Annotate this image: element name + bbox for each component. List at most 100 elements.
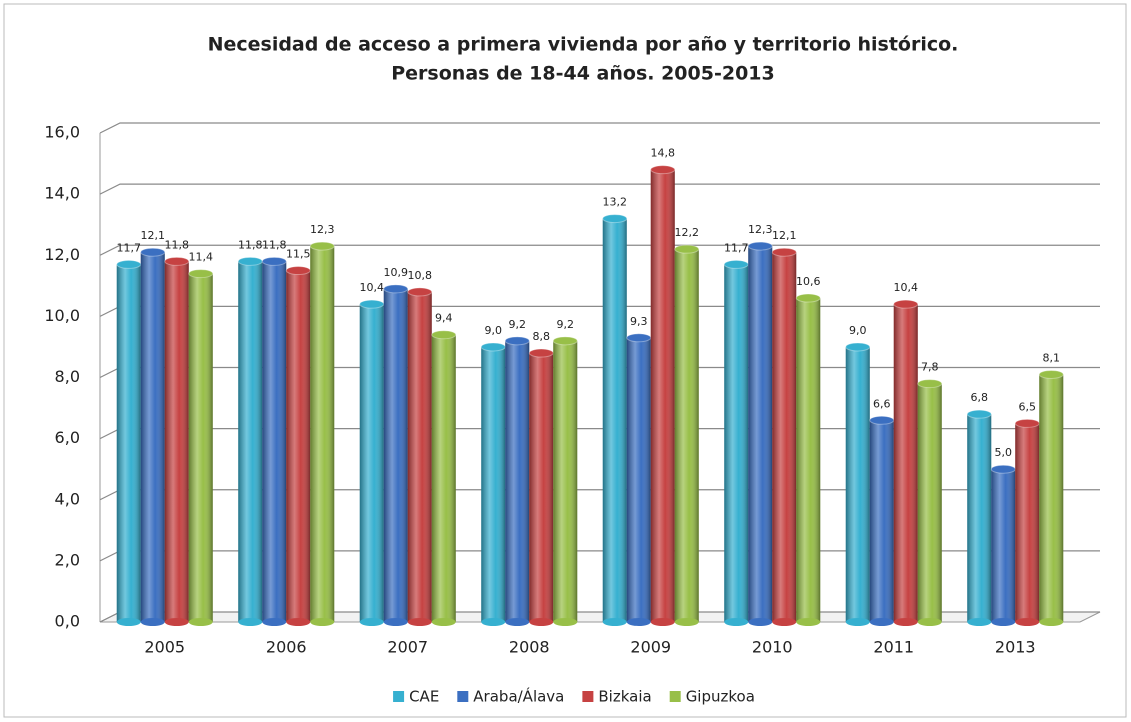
value-label: 11,4 bbox=[189, 251, 214, 264]
y-tick-label: 10,0 bbox=[44, 306, 80, 325]
value-label: 10,6 bbox=[796, 275, 821, 288]
value-label: 6,6 bbox=[873, 397, 891, 410]
bar-shade bbox=[845, 346, 870, 622]
bar-base bbox=[650, 618, 675, 626]
y-tick-label: 2,0 bbox=[55, 550, 80, 569]
bar-base bbox=[188, 618, 213, 626]
legend-swatch bbox=[457, 691, 469, 702]
bar-base bbox=[407, 618, 432, 626]
chart-title: Personas de 18-44 años. 2005-2013 bbox=[391, 63, 775, 85]
bar-base bbox=[967, 618, 992, 626]
bar-cap bbox=[990, 464, 1016, 474]
value-label: 10,4 bbox=[360, 281, 385, 294]
bar-base bbox=[553, 618, 578, 626]
bar-shade bbox=[893, 304, 918, 622]
bar-shade bbox=[359, 304, 384, 622]
value-label: 8,1 bbox=[1043, 351, 1061, 364]
x-tick-label: 2008 bbox=[509, 638, 550, 657]
x-tick-label: 2011 bbox=[873, 638, 914, 657]
value-label: 9,2 bbox=[557, 318, 575, 331]
bar-base bbox=[626, 618, 651, 626]
bar-base bbox=[1039, 618, 1064, 626]
x-tick-label: 2010 bbox=[752, 638, 793, 657]
bar-shade bbox=[1015, 423, 1040, 622]
bar-base bbox=[893, 618, 918, 626]
bar-cap bbox=[966, 409, 992, 419]
bar-cap bbox=[771, 247, 797, 257]
bar-cap bbox=[747, 241, 773, 251]
value-label: 11,8 bbox=[165, 238, 190, 251]
bar-shade bbox=[772, 252, 797, 622]
bar-shade bbox=[796, 298, 821, 622]
grid-line bbox=[99, 183, 1100, 195]
value-label: 12,1 bbox=[772, 229, 797, 242]
bar-base bbox=[869, 618, 894, 626]
legend-swatch bbox=[582, 691, 594, 702]
bar-cap bbox=[116, 259, 142, 269]
value-label: 12,3 bbox=[310, 223, 335, 236]
bar-shade bbox=[1039, 374, 1064, 622]
bar-cap bbox=[309, 241, 335, 251]
bar-cap bbox=[795, 293, 821, 303]
bar-shade bbox=[116, 264, 141, 622]
y-tick-label: 0,0 bbox=[55, 612, 80, 631]
bar-shade bbox=[869, 420, 894, 622]
value-label: 11,7 bbox=[724, 241, 749, 254]
value-label: 8,8 bbox=[533, 330, 551, 343]
bar-base bbox=[845, 618, 870, 626]
bar-shade bbox=[967, 414, 992, 622]
y-tick-label: 14,0 bbox=[44, 184, 80, 203]
bar-shade bbox=[748, 246, 773, 623]
x-tick-label: 2007 bbox=[387, 638, 428, 657]
bar-cap bbox=[602, 214, 628, 224]
value-label: 9,4 bbox=[435, 312, 453, 325]
legend-label: CAE bbox=[409, 688, 439, 706]
grid-line bbox=[99, 244, 1100, 256]
bar-shade bbox=[188, 273, 213, 622]
bar-base bbox=[286, 618, 311, 626]
bar-base bbox=[991, 618, 1016, 626]
bar-shade bbox=[310, 246, 335, 623]
bar-base bbox=[917, 618, 942, 626]
bar-base bbox=[481, 618, 506, 626]
value-label: 9,0 bbox=[849, 324, 867, 337]
value-label: 10,4 bbox=[894, 281, 919, 294]
bar-base bbox=[1015, 618, 1040, 626]
y-tick-label: 4,0 bbox=[55, 489, 80, 508]
bar-shade bbox=[650, 169, 675, 623]
bar-cap bbox=[845, 342, 871, 352]
bar-shade bbox=[164, 261, 189, 622]
bar-cap bbox=[869, 415, 895, 425]
value-label: 11,8 bbox=[262, 238, 287, 251]
bar-base bbox=[164, 618, 189, 626]
value-label: 11,7 bbox=[117, 241, 142, 254]
bar-base bbox=[238, 618, 263, 626]
bar-shade bbox=[505, 340, 530, 622]
value-label: 13,2 bbox=[603, 196, 628, 209]
value-label: 6,8 bbox=[971, 391, 989, 404]
bar-cap bbox=[431, 330, 457, 340]
y-tick-label: 16,0 bbox=[44, 123, 80, 142]
y-tick-label: 6,0 bbox=[55, 428, 80, 447]
x-tick-label: 2013 bbox=[995, 638, 1036, 657]
legend-swatch bbox=[393, 691, 405, 702]
bar-cap bbox=[383, 284, 409, 294]
bar-base bbox=[116, 618, 141, 626]
bar-cap bbox=[407, 287, 433, 297]
bar-shade bbox=[238, 261, 263, 622]
y-tick-label: 12,0 bbox=[44, 245, 80, 264]
bar-shade bbox=[917, 383, 942, 622]
bar-shade bbox=[140, 252, 165, 622]
bar-cap bbox=[188, 269, 214, 279]
bar-cap bbox=[528, 348, 554, 358]
bar-shade bbox=[431, 334, 456, 622]
bar-base bbox=[674, 618, 699, 626]
bar-shade bbox=[602, 218, 627, 622]
bar-shade bbox=[262, 261, 287, 622]
bar-cap bbox=[164, 256, 190, 266]
bar-base bbox=[505, 618, 530, 626]
value-label: 14,8 bbox=[651, 147, 676, 160]
bar-cap bbox=[261, 256, 287, 266]
value-label: 10,8 bbox=[408, 269, 433, 282]
